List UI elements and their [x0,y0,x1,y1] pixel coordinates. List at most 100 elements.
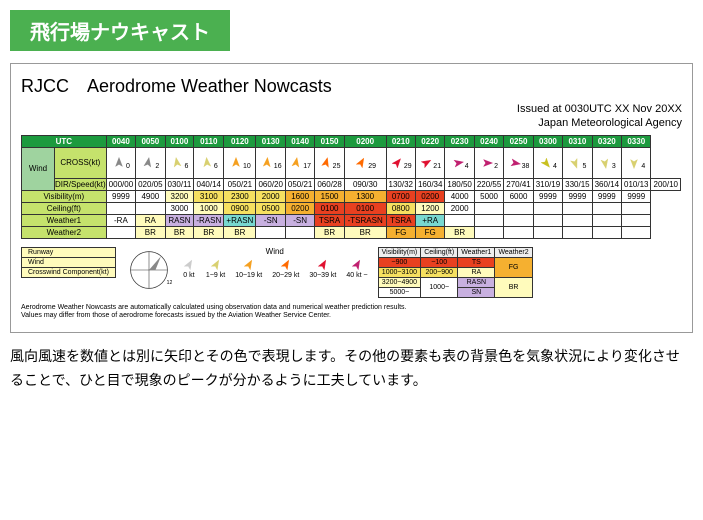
dirspeed-cell: 330/15 [563,178,592,190]
time-header: 0130 [256,135,285,147]
legend-left-item: Runway [22,247,116,257]
ceiling-label: Ceiling(ft) [22,202,107,214]
weather1-cell [622,214,651,226]
dirspeed-cell: 310/19 [533,178,562,190]
weather2-cell: BR [165,226,194,238]
weather1-cell [445,214,474,226]
weather1-cell: -SN [256,214,285,226]
visibility-cell: 4900 [136,190,165,202]
utc-header: UTC [22,135,107,147]
weather1-cell [504,214,533,226]
visibility-cell: 0200 [415,190,444,202]
dirspeed-cell: 220/55 [474,178,503,190]
dirspeed-cell: 060/20 [256,178,285,190]
legend-cell: RA [458,267,495,277]
time-header: 0150 [315,135,344,147]
weather2-cell [285,226,314,238]
ceiling-cell [533,202,562,214]
time-header: 0100 [165,135,194,147]
wind-legend-item: 30~39 kt [309,258,336,279]
time-header: 0250 [504,135,533,147]
weather2-cell: BR [344,226,386,238]
weather2-cell [474,226,503,238]
legend-header: Visibility(m) [378,247,421,257]
ceiling-cell: 3000 [165,202,194,214]
weather2-cell [592,226,621,238]
time-header: 0120 [224,135,256,147]
weather2-cell [563,226,592,238]
weather1-cell: TSRA [386,214,415,226]
weather1-cell: TSRA [315,214,344,226]
dirspeed-label: DIR/Speed(kt) [55,178,107,190]
weather1-cell: -SN [285,214,314,226]
visibility-cell: 6000 [504,190,533,202]
issued-block: Issued at 0030UTC XX Nov 20XX Japan Mete… [21,102,682,131]
legend-cell: 3200~4900 [378,277,421,287]
time-header: 0140 [285,135,314,147]
legend-cell: ~900 [378,257,421,267]
weather2-cell: BR [224,226,256,238]
visibility-cell: 1500 [315,190,344,202]
description-text: 風向風速を数値とは別に矢印とその色で表現します。その他の要素も表の背景色を気象状… [10,345,693,393]
dirspeed-cell: 040/14 [194,178,224,190]
legend-cell: SN [458,287,495,297]
dirspeed-cell: 130/32 [386,178,415,190]
issued-line2: Japan Meteorological Agency [538,117,682,129]
ceiling-cell: 0500 [256,202,285,214]
weather1-cell [533,214,562,226]
ceiling-cell: 0800 [386,202,415,214]
wind-cell: 25 [315,147,344,178]
legend-cell: TS [458,257,495,267]
visibility-label: Visibility(m) [22,190,107,202]
legend-cell: 200~900 [421,267,458,277]
legend-left-item: Crosswind Component(kt) [22,267,116,277]
legend-header: Ceiling(ft) [421,247,458,257]
time-header: 0310 [563,135,592,147]
time-header: 0040 [106,135,135,147]
wind-cell: 16 [256,147,285,178]
wind-cell: 5 [563,147,592,178]
color-legend-table: Visibility(m)Ceiling(ft)Weather1Weather2… [378,247,533,298]
weather1-cell: RASN [165,214,194,226]
time-header: 0050 [136,135,165,147]
weather2-cell: BR [136,226,165,238]
legend-cell: BR [495,277,532,297]
wind-cell: 0 [106,147,135,178]
visibility-cell: 2000 [256,190,285,202]
visibility-cell: 1300 [344,190,386,202]
ceiling-cell: 0100 [344,202,386,214]
wind-legend-item: 0 kt [182,258,196,279]
nowcast-table: UTC0040005001000110012001300140015002000… [21,135,681,239]
ceiling-cell [563,202,592,214]
weather1-cell: +RASN [224,214,256,226]
weather2-cell: BR [315,226,344,238]
weather1-cell [563,214,592,226]
weather2-cell: BR [194,226,224,238]
ceiling-cell: 0900 [224,202,256,214]
weather2-cell: FG [386,226,415,238]
visibility-cell: 5000 [474,190,503,202]
footnote: Aerodrome Weather Nowcasts are automatic… [21,304,682,321]
weather1-cell: +RA [415,214,444,226]
dirspeed-cell: 020/05 [136,178,165,190]
time-header: 0320 [592,135,621,147]
panel-title: RJCC Aerodrome Weather Nowcasts [21,72,682,98]
wind-cell: 2 [474,147,503,178]
ceiling-cell: 2000 [445,202,474,214]
dirspeed-cell: 160/34 [415,178,444,190]
wind-cell: 4 [445,147,474,178]
dirspeed-cell: 200/10 [651,178,681,190]
weather2-cell [106,226,135,238]
wind-cell: 4 [533,147,562,178]
dirspeed-cell: 010/13 [622,178,651,190]
wind-legend-title: Wind [182,247,368,256]
issued-line1: Issued at 0030UTC XX Nov 20XX [517,103,682,115]
dirspeed-cell: 050/21 [285,178,314,190]
wind-cell: 6 [165,147,194,178]
wind-legend-item: 10~19 kt [235,258,262,279]
wind-cell: 4 [622,147,651,178]
ceiling-cell [592,202,621,214]
legend-left-block: RunwayWindCrosswind Component(kt) [21,247,116,278]
visibility-cell: 9999 [563,190,592,202]
dirspeed-cell: 050/21 [224,178,256,190]
